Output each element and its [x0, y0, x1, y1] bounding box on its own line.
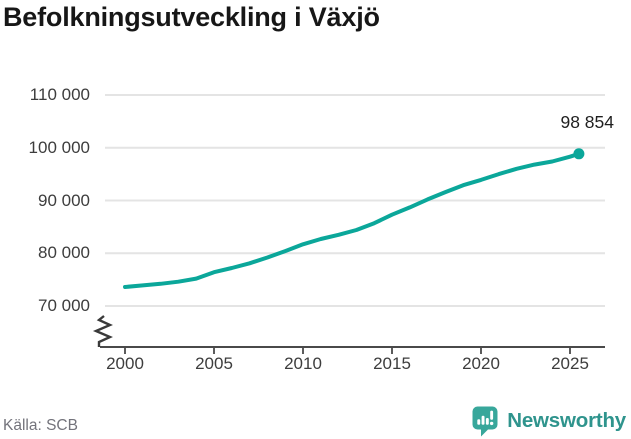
population-line-chart: 110 000 100 000 90 000 80 000 70 000 200… [28, 85, 614, 373]
x-axis-tick-label: 2015 [373, 354, 411, 373]
latest-value-dot [573, 148, 585, 160]
chart-title: Befolkningsutveckling i Växjö [3, 2, 380, 32]
x-axis-ticks [124, 347, 571, 354]
newsworthy-wordmark: Newsworthy [507, 408, 626, 432]
y-axis-tick-label: 90 000 [38, 190, 90, 210]
x-axis-tick-label: 2020 [462, 354, 500, 373]
newsworthy-bubble-chart-icon [472, 406, 498, 436]
x-axis-tick-label: 2005 [195, 354, 233, 373]
newsworthy-logo[interactable]: Newsworthy [471, 404, 626, 437]
axis-break-icon [92, 315, 113, 347]
x-axis-tick-label: 2010 [284, 354, 322, 373]
y-axis-tick-label: 100 000 [28, 137, 90, 157]
population-series-line [123, 151, 581, 289]
x-axis-tick-label: 2025 [551, 354, 589, 373]
source-label: Källa: SCB [3, 417, 78, 434]
gridlines [105, 94, 605, 307]
x-axis-tick-label: 2000 [106, 354, 144, 373]
y-axis-tick-label: 70 000 [38, 296, 90, 315]
chart-canvas [92, 94, 605, 354]
y-axis-tick-label: 80 000 [38, 243, 90, 263]
y-axis-tick-label: 110 000 [29, 85, 90, 104]
latest-value-label: 98 854 [560, 112, 614, 132]
